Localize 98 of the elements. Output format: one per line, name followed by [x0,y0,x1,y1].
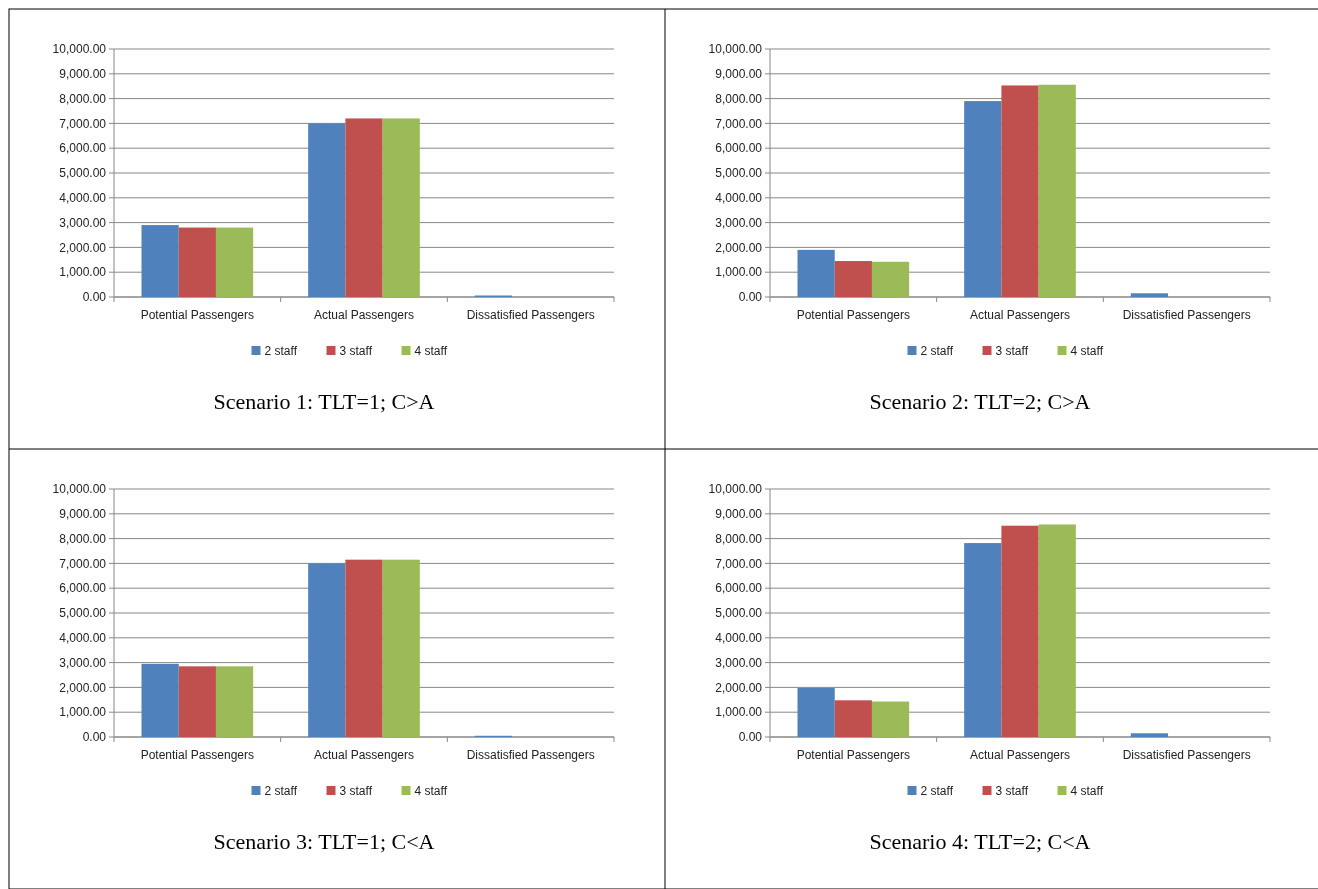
bar [1001,85,1039,297]
y-tick-label: 8,000.00 [715,91,763,106]
y-tick-label: 3,000.00 [59,655,107,670]
y-tick-label: 10,000.00 [52,42,107,57]
legend-label: 2 staff [920,784,954,799]
text: Scenario 3: TLT=1; C<A [213,829,435,854]
legend-label: 4 staff [1070,344,1104,359]
bar [215,666,254,737]
y-tick-label: 7,000.00 [715,556,763,571]
x-tick-label: Actual Passengers [969,308,1071,322]
legend-label: 3 staff [995,784,1029,799]
bar [141,663,179,737]
bar [797,249,835,297]
y-tick-label: 7,000.00 [715,116,763,131]
bar [141,225,179,297]
bar [871,701,910,737]
x-tick-label: Dissatisfied Passengers [466,308,595,322]
x-tick-label: Dissatisfied Passengers [1122,748,1251,762]
y-tick-label: 6,000.00 [715,141,763,156]
bar [1038,524,1076,737]
y-tick-label: 1,000.00 [715,705,763,720]
y-tick-label: 4,000.00 [715,191,763,205]
bar [308,563,346,737]
bar [964,101,1002,297]
legend-label: 4 staff [414,784,448,799]
bar [308,123,346,297]
y-tick-label: 10,000.00 [52,482,107,497]
bar [382,118,420,297]
y-tick-label: 4,000.00 [59,191,107,205]
y-tick-label: 2,000.00 [59,680,107,695]
x-tick-label: Potential Passengers [796,308,911,322]
y-tick-label: 9,000.00 [715,507,763,521]
y-tick-label: 5,000.00 [715,606,763,621]
y-tick-label: 6,000.00 [59,581,107,596]
y-tick-label: 10,000.00 [708,482,763,497]
y-tick-label: 1,000.00 [59,265,107,280]
x-tick-label: Actual Passengers [313,308,415,322]
y-tick-label: 8,000.00 [59,91,107,106]
y-tick-label: 9,000.00 [715,67,763,81]
bar [345,118,383,297]
bar [834,700,872,737]
y-tick-label: 7,000.00 [59,116,107,131]
bar [834,261,872,297]
bar [178,666,216,737]
legend-label: 2 staff [264,784,298,799]
y-tick-label: 5,000.00 [715,166,763,181]
legend-label: 4 staff [1070,784,1104,799]
y-tick-label: 0.00 [82,730,107,745]
bar [1038,84,1076,297]
x-tick-label: Potential Passengers [140,748,255,762]
x-tick-label: Actual Passengers [313,748,415,762]
legend-label: 4 staff [414,344,448,359]
y-tick-label: 8,000.00 [715,531,763,546]
x-tick-label: Potential Passengers [796,748,911,762]
y-tick-label: 5,000.00 [59,606,107,621]
bar [964,543,1002,737]
text: Scenario 4: TLT=2; C<A [869,829,1091,854]
bar [215,227,254,297]
x-tick-label: Potential Passengers [140,308,255,322]
y-tick-label: 4,000.00 [715,631,763,645]
legend-label: 2 staff [264,344,298,359]
y-tick-label: 0.00 [738,730,763,745]
text: Scenario 2: TLT=2; C>A [869,389,1091,414]
bar [797,687,835,737]
y-tick-label: 10,000.00 [708,42,763,57]
bar [382,559,420,737]
bar [871,261,910,297]
y-tick-label: 3,000.00 [715,655,763,670]
y-tick-label: 2,000.00 [59,240,107,255]
y-tick-label: 5,000.00 [59,166,107,181]
y-tick-label: 1,000.00 [715,265,763,280]
text: Scenario 1: TLT=1; C>A [213,389,435,414]
y-tick-label: 2,000.00 [715,240,763,255]
bar [1001,525,1039,737]
bar [1130,293,1169,297]
x-tick-label: Dissatisfied Passengers [1122,308,1251,322]
x-tick-label: Dissatisfied Passengers [466,748,595,762]
legend-label: 3 staff [339,784,373,799]
bar [1130,733,1169,737]
y-tick-label: 6,000.00 [715,581,763,596]
y-tick-label: 6,000.00 [59,141,107,156]
legend-label: 3 staff [995,344,1029,359]
bar [345,559,383,737]
y-tick-label: 2,000.00 [715,680,763,695]
legend-label: 3 staff [339,344,373,359]
y-tick-label: 3,000.00 [715,215,763,230]
bar [178,227,216,297]
y-tick-label: 3,000.00 [59,215,107,230]
y-tick-label: 1,000.00 [59,705,107,720]
x-tick-label: Actual Passengers [969,748,1071,762]
y-tick-label: 0.00 [82,290,107,305]
y-tick-label: 9,000.00 [59,67,107,81]
y-tick-label: 4,000.00 [59,631,107,645]
y-tick-label: 0.00 [738,290,763,305]
legend-label: 2 staff [920,344,954,359]
y-tick-label: 9,000.00 [59,507,107,521]
y-tick-label: 8,000.00 [59,531,107,546]
y-tick-label: 7,000.00 [59,556,107,571]
